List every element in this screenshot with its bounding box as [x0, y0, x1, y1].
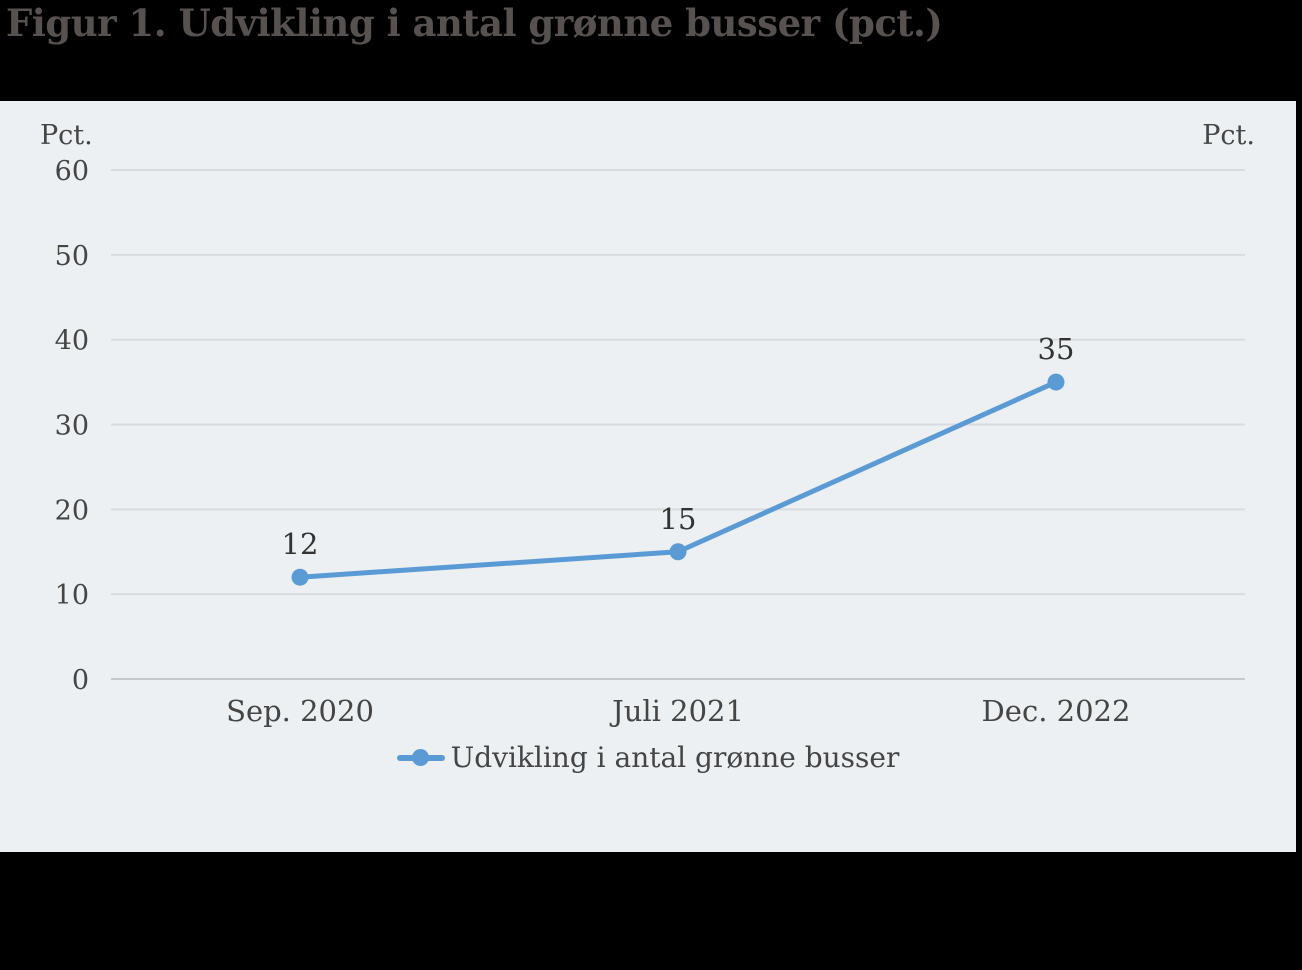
y-tick-label: 0	[72, 665, 89, 696]
y-axis-unit-right: Pct.	[1202, 120, 1255, 151]
data-point-marker	[669, 543, 687, 561]
data-label: 15	[660, 502, 697, 536]
y-axis-unit-left: Pct.	[40, 120, 93, 151]
x-category-label: Juli 2021	[609, 694, 744, 728]
data-point-marker	[291, 568, 309, 586]
data-label: 12	[282, 527, 319, 561]
data-point-marker	[1047, 373, 1065, 391]
x-category-label: Dec. 2022	[982, 694, 1131, 728]
y-tick-label: 20	[55, 495, 89, 526]
y-tick-label: 10	[55, 580, 89, 611]
line-chart: 0 10 20 30 40 50 60 Sep. 2020 Juli 2021 Dec. 2022…	[55, 156, 1245, 728]
x-category-label: Sep. 2020	[226, 694, 374, 728]
figure-title: Figur 1. Udvikling i antal grønne busser…	[6, 1, 943, 45]
data-label: 35	[1038, 332, 1075, 366]
legend-label: Udvikling i antal grønne busser	[450, 741, 900, 774]
chart-panel: Pct. Pct. 0 10 20 30 40 50 60 Sep. 2020 Juli 202…	[0, 101, 1296, 852]
legend-line-marker	[396, 749, 445, 766]
y-tick-label: 60	[55, 156, 89, 187]
y-tick-label: 40	[55, 326, 89, 357]
y-tick-label: 50	[55, 241, 89, 272]
chart-legend: Udvikling i antal grønne busser	[0, 741, 1296, 774]
legend-dot-icon	[412, 749, 430, 766]
y-tick-label: 30	[55, 411, 89, 442]
